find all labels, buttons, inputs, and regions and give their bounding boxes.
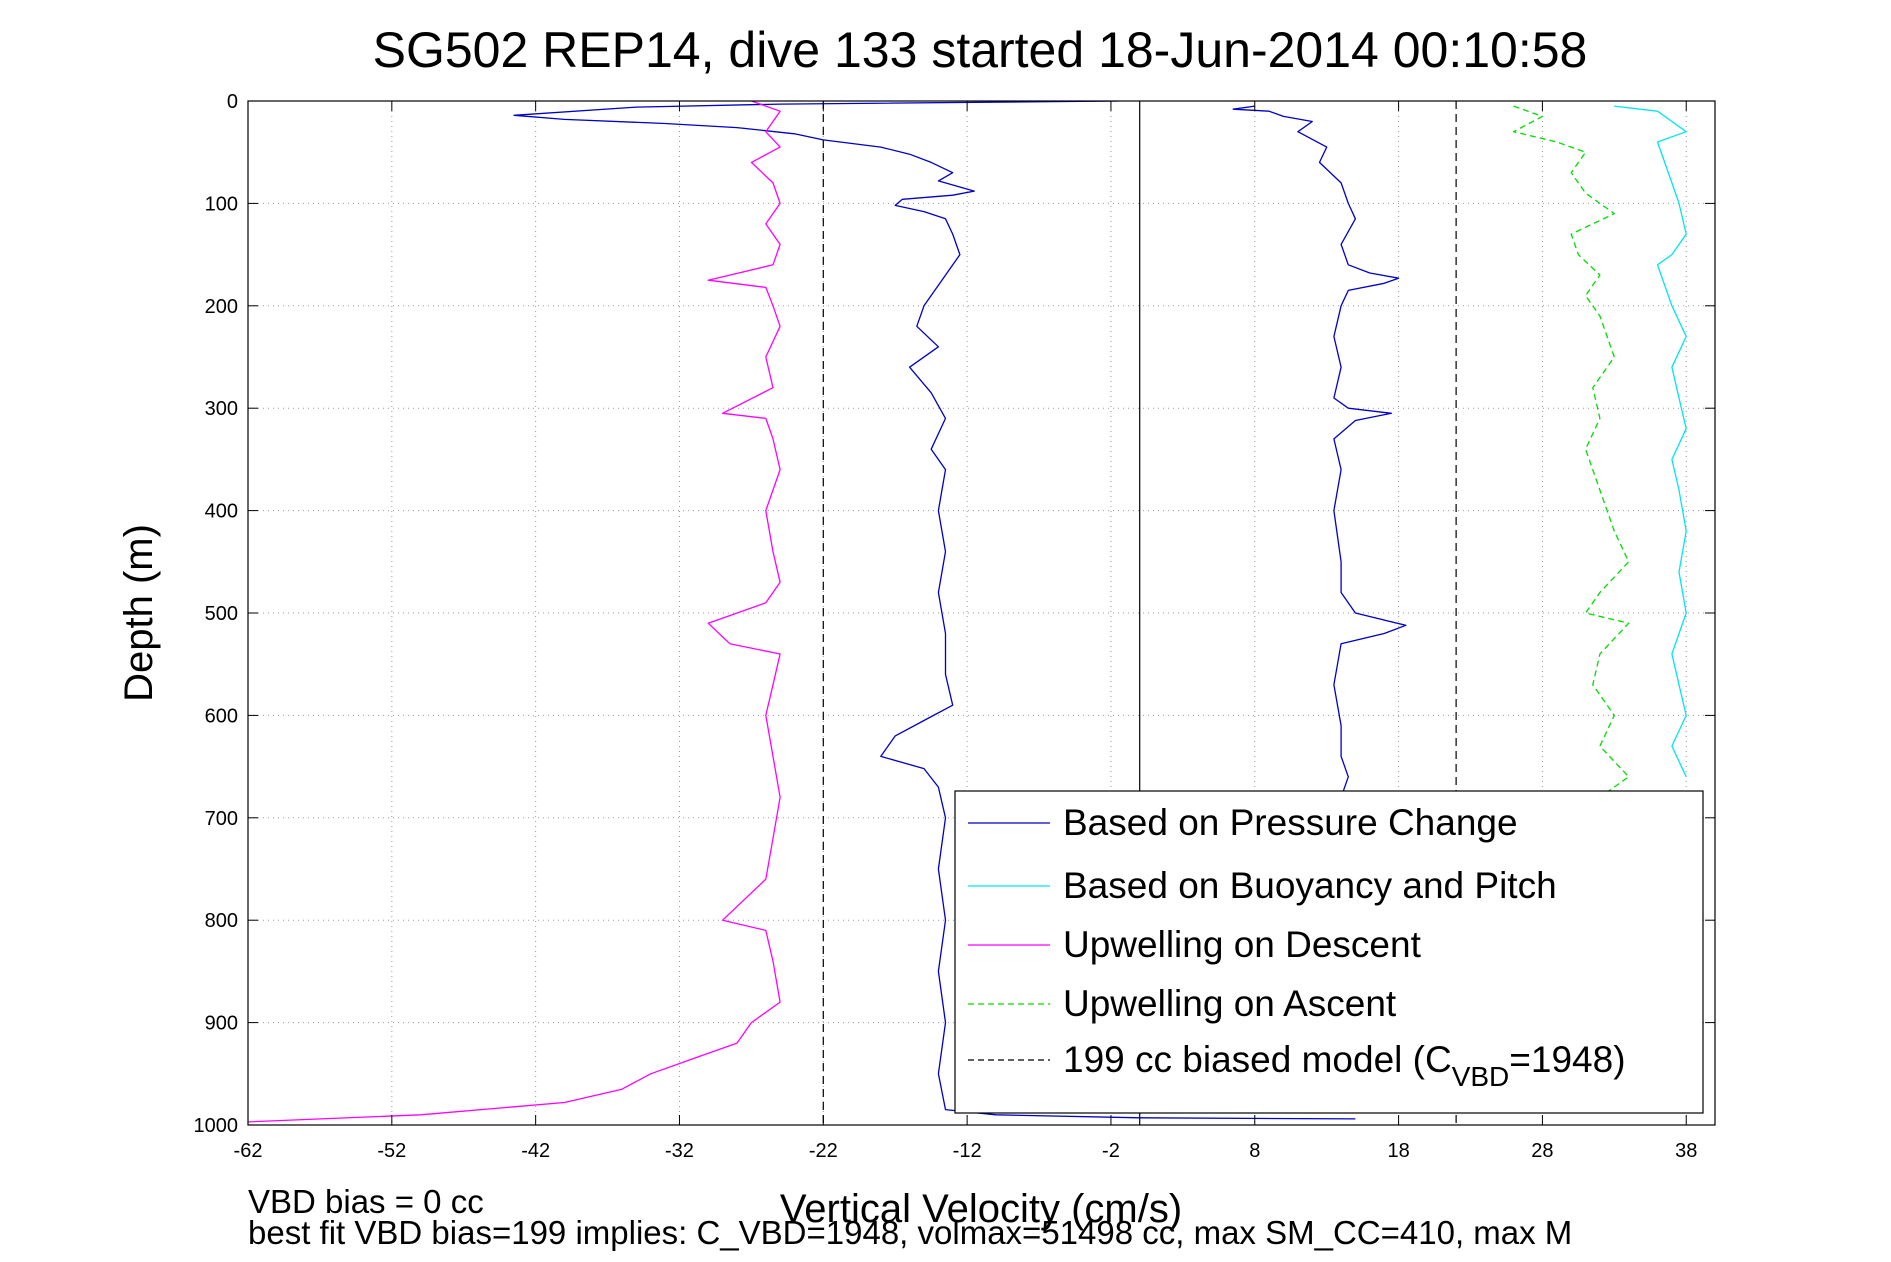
series-line-4 xyxy=(1512,105,1630,798)
y-tick-label: 600 xyxy=(205,705,238,727)
x-tick-label: -62 xyxy=(234,1140,263,1162)
series-line-0 xyxy=(513,101,1356,1120)
x-tick-label: -32 xyxy=(665,1140,694,1162)
y-tick-label: 1000 xyxy=(194,1115,239,1137)
x-tick-label: -52 xyxy=(377,1140,406,1162)
chart-title: SG502 REP14, dive 133 started 18-Jun-201… xyxy=(373,22,1588,78)
y-tick-label: 200 xyxy=(205,296,238,318)
legend-box xyxy=(954,790,1704,1114)
x-tick-label: 18 xyxy=(1387,1140,1409,1162)
y-tick-label: 700 xyxy=(205,808,238,830)
x-tick-label: 28 xyxy=(1531,1140,1553,1162)
legend-label-model: 199 cc biased model (CVBD=1948) xyxy=(1063,1039,1626,1092)
legend-model-sub: VBD xyxy=(1452,1061,1510,1092)
y-axis-label: Depth (m) xyxy=(117,524,161,702)
x-axis-ticks: -62 -52 -42 -32 -22 -12 -2 8 18 28 38 xyxy=(234,101,1697,1162)
note-vbd-bias: VBD bias = 0 cc xyxy=(248,1183,484,1220)
legend-label-descent: Upwelling on Descent xyxy=(1063,924,1422,965)
y-tick-label: 400 xyxy=(205,501,238,523)
x-tick-label: -2 xyxy=(1102,1140,1120,1162)
y-axis-ticks: 0 100 200 300 400 500 600 700 800 900 1000 xyxy=(194,91,1715,1137)
legend-model-main: 199 cc biased model (C xyxy=(1063,1039,1452,1080)
x-tick-label: -12 xyxy=(953,1140,982,1162)
series-layer xyxy=(248,101,1687,1123)
series-line-3 xyxy=(248,101,781,1123)
y-tick-label: 300 xyxy=(205,398,238,420)
legend-label-ascent: Upwelling on Ascent xyxy=(1063,983,1397,1024)
x-tick-label: 8 xyxy=(1249,1140,1260,1162)
x-tick-label: 38 xyxy=(1675,1140,1697,1162)
x-tick-label: -22 xyxy=(809,1140,838,1162)
legend-model-end: =1948) xyxy=(1509,1039,1625,1080)
x-tick-label: -42 xyxy=(521,1140,550,1162)
legend: Based on Pressure Change Based on Buoyan… xyxy=(954,790,1704,1114)
note-best-fit: best fit VBD bias=199 implies: C_VBD=194… xyxy=(248,1214,1572,1251)
legend-label-buoyancy: Based on Buoyancy and Pitch xyxy=(1063,865,1557,906)
series-line-2 xyxy=(1614,105,1687,778)
legend-label-pressure: Based on Pressure Change xyxy=(1063,802,1518,843)
series-line-1 xyxy=(1232,105,1407,798)
y-tick-label: 900 xyxy=(205,1013,238,1035)
x-axis-label: Vertical Velocity (cm/s) xyxy=(780,1187,1182,1231)
y-tick-label: 800 xyxy=(205,910,238,932)
y-tick-label: 100 xyxy=(205,193,238,215)
y-tick-label: 500 xyxy=(205,603,238,625)
y-tick-label: 0 xyxy=(227,91,238,113)
